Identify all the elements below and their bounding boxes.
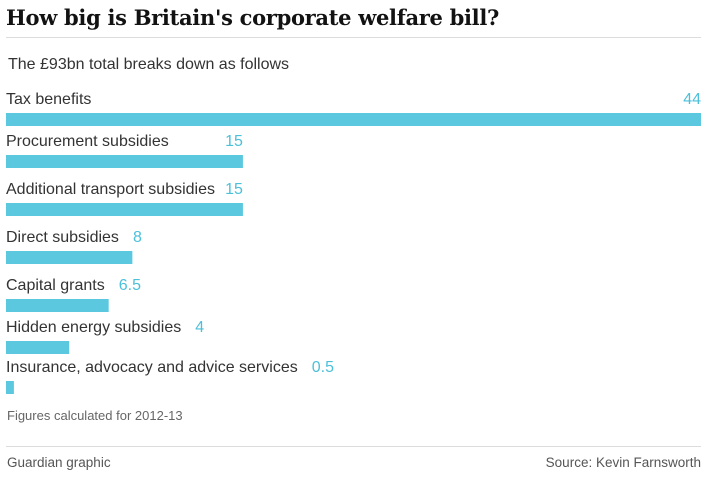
value-label-1: 15 — [225, 133, 243, 150]
value-label-2: 15 — [225, 181, 243, 198]
category-label-3: Direct subsidies — [6, 229, 119, 246]
value-label-4: 6.5 — [119, 277, 141, 294]
chart-subtitle: The £93bn total breaks down as follows — [8, 56, 290, 73]
value-label-5: 4 — [195, 319, 204, 336]
bar-3 — [6, 251, 133, 264]
graphic-credit: Guardian graphic — [7, 455, 111, 470]
footnote: Figures calculated for 2012-13 — [7, 408, 183, 423]
bar-6 — [6, 381, 14, 394]
bar-5 — [6, 341, 70, 354]
value-label-6: 0.5 — [312, 359, 334, 376]
value-label-3: 8 — [133, 229, 142, 246]
bottom-divider — [6, 446, 701, 447]
category-label-4: Capital grants — [6, 277, 105, 294]
top-divider — [6, 37, 701, 38]
category-label-1: Procurement subsidies — [6, 133, 169, 150]
category-label-2: Additional transport subsidies — [6, 181, 215, 198]
category-label-6: Insurance, advocacy and advice services — [6, 359, 298, 376]
category-label-0: Tax benefits — [6, 91, 91, 108]
category-label-5: Hidden energy subsidies — [6, 319, 181, 336]
bar-0 — [6, 113, 701, 126]
bar-4 — [6, 299, 109, 312]
bar-2 — [6, 203, 243, 216]
source-credit: Source: Kevin Farnsworth — [545, 455, 701, 470]
bar-1 — [6, 155, 243, 168]
chart-title: How big is Britain's corporate welfare b… — [6, 5, 500, 30]
value-label-0: 44 — [683, 91, 701, 108]
